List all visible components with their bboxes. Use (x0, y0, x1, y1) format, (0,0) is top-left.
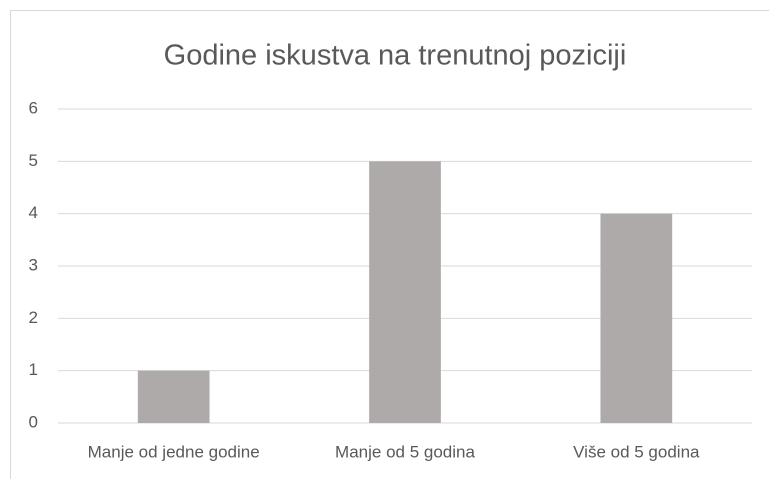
bar (600, 213, 673, 423)
y-tick-label: 3 (29, 255, 38, 274)
x-tick-label: Manje od jedne godine (88, 442, 260, 461)
bar (369, 161, 441, 424)
y-tick-label: 1 (29, 360, 38, 379)
y-tick-label: 0 (29, 412, 38, 431)
y-tick-label: 5 (29, 151, 38, 170)
x-tick-label: Više od 5 godina (573, 442, 700, 461)
y-tick-label: 6 (29, 98, 38, 117)
x-tick-label: Manje od 5 godina (335, 442, 475, 461)
y-tick-label: 4 (29, 203, 38, 222)
chart-title: Godine iskustva na trenutnoj poziciji (164, 40, 627, 72)
y-tick-label: 2 (29, 308, 38, 327)
bar (137, 370, 210, 423)
